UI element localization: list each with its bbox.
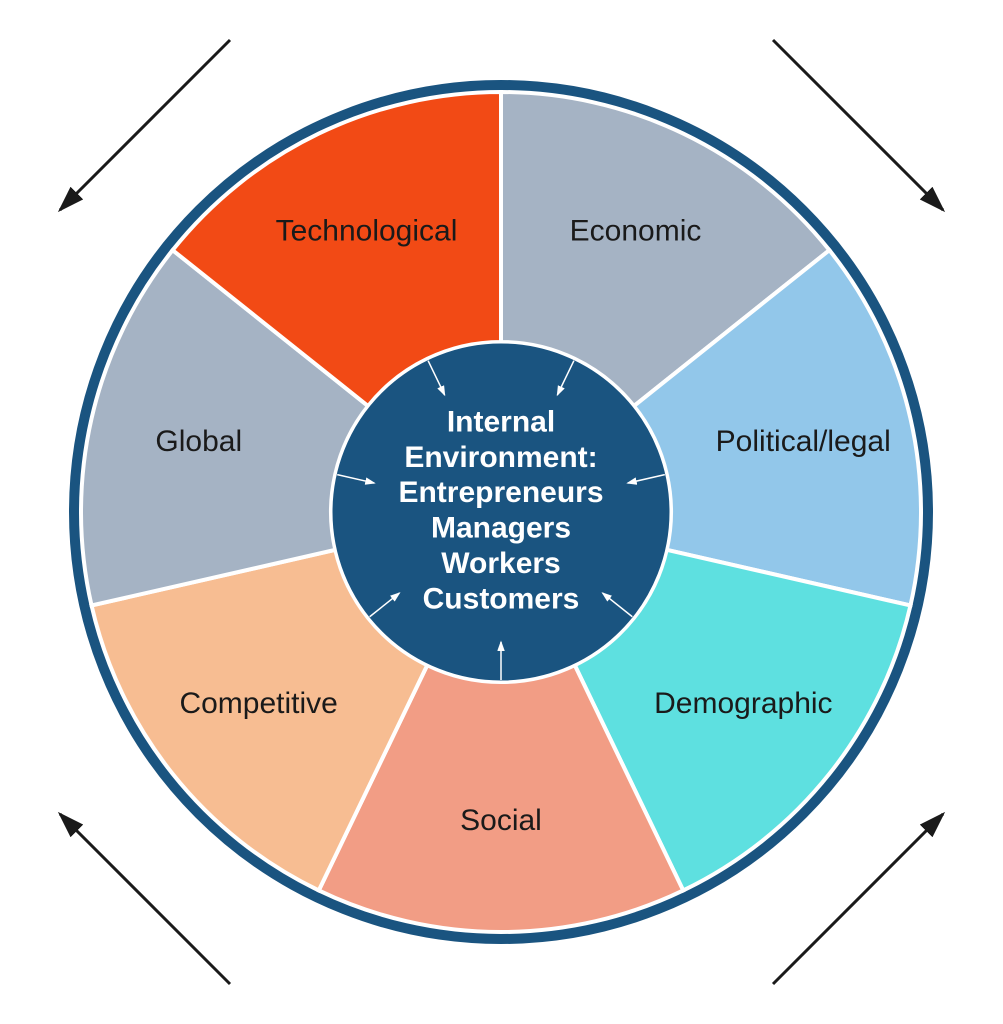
- center-text-line-0: Internal: [447, 405, 555, 438]
- center-text-line-5: Customers: [423, 582, 580, 615]
- segment-label-competitive: Competitive: [179, 687, 337, 720]
- corner-arrow-3: [773, 814, 943, 984]
- corner-arrow-0: [60, 40, 230, 210]
- center-text-line-1: Environment:: [404, 441, 597, 474]
- segment-label-social: Social: [460, 804, 542, 837]
- segment-label-global: Global: [155, 425, 242, 458]
- segment-label-economic: Economic: [570, 215, 702, 248]
- business-environment-diagram: Economic Political/legal Demographic Social…: [0, 0, 1003, 1024]
- corner-arrow-2: [60, 814, 230, 984]
- center-text-line-3: Managers: [431, 512, 571, 545]
- center-text-line-2: Entrepreneurs: [398, 476, 603, 509]
- segment-label-technological: Technological: [276, 215, 458, 248]
- segment-label-political-legal: Political/legal: [716, 425, 891, 458]
- center-text-line-4: Workers: [441, 547, 561, 580]
- center-circle-group: InternalEnvironment:EntrepreneursManager…: [331, 342, 671, 682]
- corner-arrow-1: [773, 40, 943, 210]
- segment-label-demographic: Demographic: [654, 687, 832, 720]
